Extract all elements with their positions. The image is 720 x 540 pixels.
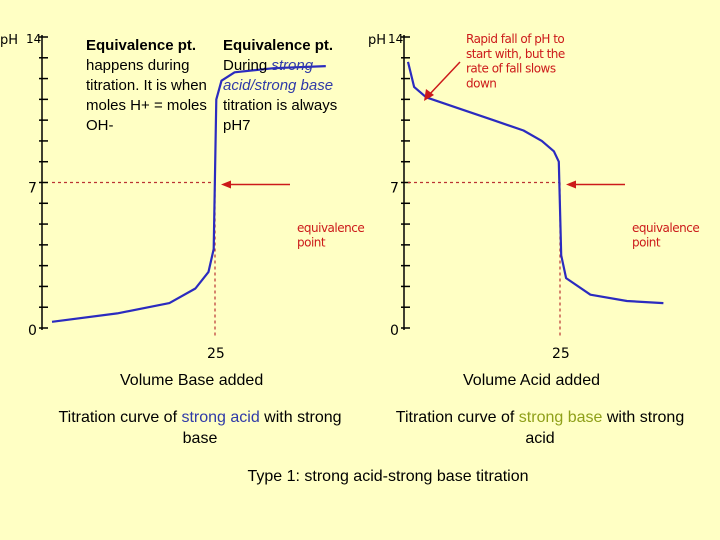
equivalence-point-annotation-left: equivalence point	[297, 220, 365, 250]
y-axis-label: pH	[368, 33, 386, 48]
y-tick-label-7: 7	[390, 181, 399, 197]
equivalence-note-left-title: Equivalence pt.	[86, 37, 197, 54]
x-tick-label-25: 25	[552, 346, 570, 362]
equivalence-arrow-head	[566, 180, 576, 189]
y-top-label: 14	[388, 32, 403, 46]
equivalence-note-right-suffix: titration is always pH7	[223, 97, 338, 134]
caption-left-highlight: strong acid	[181, 409, 260, 426]
y-tick-label-0: 0	[390, 323, 399, 339]
rapid-fall-arrow-head	[424, 89, 434, 101]
y-top-label: 14	[26, 32, 41, 46]
footer-type-line: Type 1: strong acid-strong base titratio…	[247, 468, 529, 485]
equivalence-note-right: Equivalence pt. During strong acid/stron…	[223, 36, 368, 136]
equivalence-arrow-head	[221, 180, 231, 189]
caption-right: Titration curve of strong base with stro…	[385, 407, 695, 449]
equivalence-note-right-title: Equivalence pt.	[223, 37, 334, 54]
equivalence-note-left: Equivalence pt. happens during titration…	[86, 36, 226, 136]
x-axis-label-right: Volume Acid added	[463, 372, 600, 389]
chart-strong-base-with-strong-acid: pH 14 7 0 25	[368, 32, 664, 362]
x-tick-label-25: 25	[207, 346, 225, 362]
caption-right-after: with strong acid	[525, 409, 685, 447]
equivalence-note-right-prefix: During	[223, 57, 272, 74]
rapid-fall-arrow-shaft	[427, 61, 461, 97]
chart-strong-acid-with-strong-base: pH 14 7 0 25	[0, 32, 326, 362]
y-tick-label-7: 7	[28, 181, 37, 197]
rapid-fall-annotation: Rapid fall of pH to start with, but the …	[466, 31, 565, 91]
caption-right-highlight: strong base	[518, 409, 603, 426]
equivalence-point-annotation-right: equivalence point	[632, 220, 700, 250]
titration-curve	[51, 65, 326, 323]
caption-left: Titration curve of strong acid with stro…	[45, 407, 355, 449]
y-tick-label-0: 0	[28, 323, 37, 339]
titration-curve	[406, 61, 664, 305]
equivalence-note-left-body: happens during titration. It is when mol…	[86, 57, 207, 134]
caption-left-after: with strong base	[182, 409, 342, 447]
x-axis-label-left: Volume Base added	[120, 372, 264, 389]
caption-left-before: Titration curve of	[58, 409, 182, 426]
y-axis-label: pH	[0, 33, 18, 48]
equivalence-note-right-italic: strong acid/strong base	[223, 57, 334, 94]
caption-right-before: Titration curve of	[395, 409, 519, 426]
